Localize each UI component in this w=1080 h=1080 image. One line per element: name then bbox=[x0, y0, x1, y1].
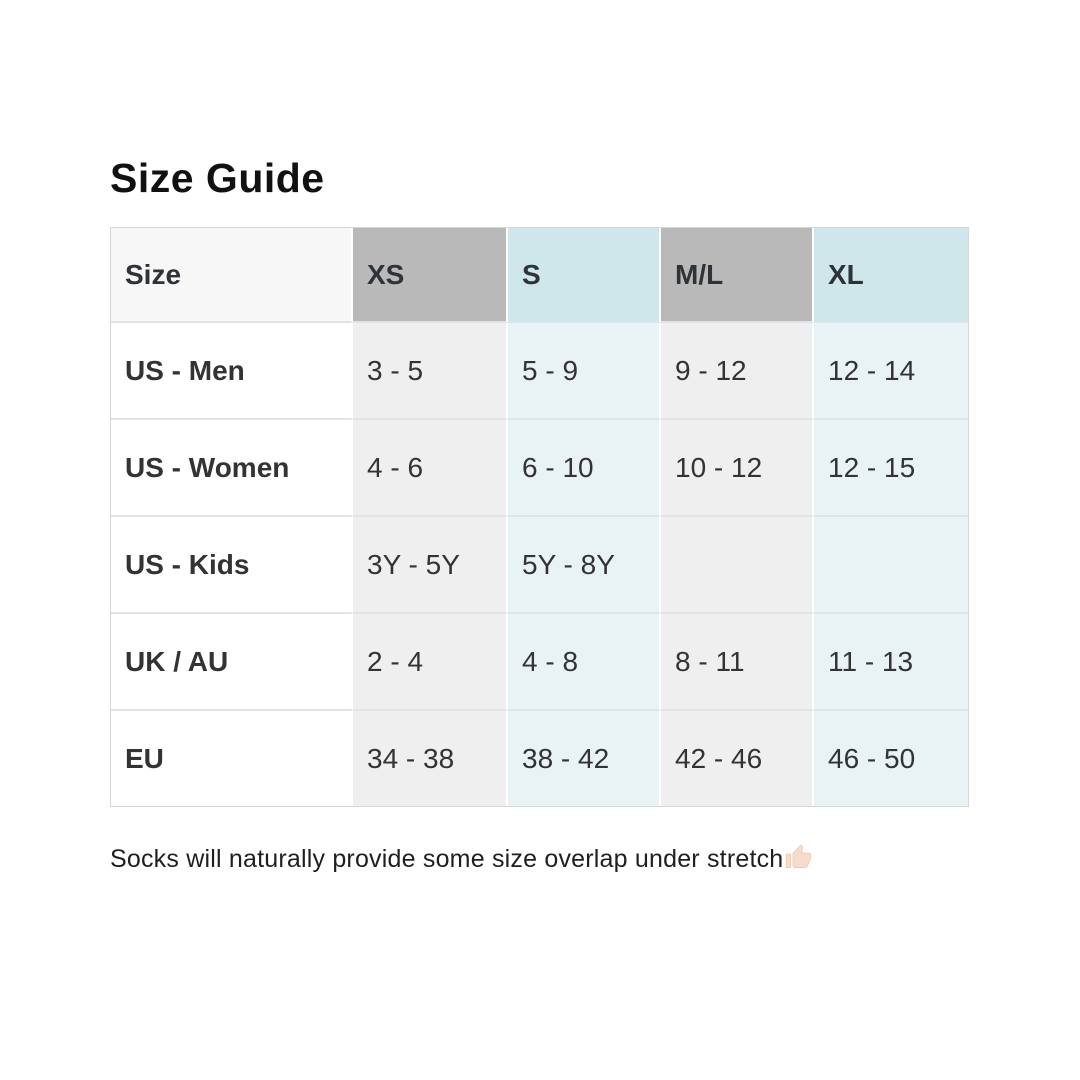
value-cell: 42 - 46 bbox=[661, 711, 814, 806]
value-cell: 9 - 12 bbox=[661, 323, 814, 420]
value-cell: 46 - 50 bbox=[814, 711, 968, 806]
value-cell: 12 - 15 bbox=[814, 420, 968, 517]
value-cell: 6 - 10 bbox=[508, 420, 661, 517]
value-cell: 5Y - 8Y bbox=[508, 517, 661, 614]
row-label-cell: UK / AU bbox=[111, 614, 353, 711]
value-cell: 3Y - 5Y bbox=[353, 517, 508, 614]
thumbs-up-icon bbox=[785, 844, 812, 871]
table-row-us-men: US - Men 3 - 5 5 - 9 9 - 12 12 - 14 bbox=[111, 323, 968, 420]
value-cell: 3 - 5 bbox=[353, 323, 508, 420]
page-title: Size Guide bbox=[110, 155, 325, 201]
footnote-text: Socks will naturally provide some size o… bbox=[110, 845, 784, 873]
value-cell: 4 - 6 bbox=[353, 420, 508, 517]
size-table: Size XS S M/L XL US - Men 3 - 5 5 - 9 9 … bbox=[110, 227, 969, 807]
header-cell-xs: XS bbox=[353, 228, 508, 323]
table-row-eu: EU 34 - 38 38 - 42 42 - 46 46 - 50 bbox=[111, 711, 968, 806]
value-cell bbox=[814, 517, 968, 614]
value-cell: 8 - 11 bbox=[661, 614, 814, 711]
header-cell-xl: XL bbox=[814, 228, 968, 323]
row-label-cell: US - Kids bbox=[111, 517, 353, 614]
value-cell: 38 - 42 bbox=[508, 711, 661, 806]
row-label-cell: US - Women bbox=[111, 420, 353, 517]
table-row-us-women: US - Women 4 - 6 6 - 10 10 - 12 12 - 15 bbox=[111, 420, 968, 517]
value-cell: 11 - 13 bbox=[814, 614, 968, 711]
table-row-uk-au: UK / AU 2 - 4 4 - 8 8 - 11 11 - 13 bbox=[111, 614, 968, 711]
row-label-cell: EU bbox=[111, 711, 353, 806]
header-cell-s: S bbox=[508, 228, 661, 323]
value-cell: 10 - 12 bbox=[661, 420, 814, 517]
value-cell: 12 - 14 bbox=[814, 323, 968, 420]
value-cell: 34 - 38 bbox=[353, 711, 508, 806]
table-row-us-kids: US - Kids 3Y - 5Y 5Y - 8Y bbox=[111, 517, 968, 614]
value-cell bbox=[661, 517, 814, 614]
header-cell-ml: M/L bbox=[661, 228, 814, 323]
header-cell-size: Size bbox=[111, 228, 353, 323]
header-row: Size XS S M/L XL bbox=[111, 228, 968, 323]
value-cell: 2 - 4 bbox=[353, 614, 508, 711]
value-cell: 4 - 8 bbox=[508, 614, 661, 711]
value-cell: 5 - 9 bbox=[508, 323, 661, 420]
footnote: Socks will naturally provide some size o… bbox=[110, 844, 812, 874]
row-label-cell: US - Men bbox=[111, 323, 353, 420]
